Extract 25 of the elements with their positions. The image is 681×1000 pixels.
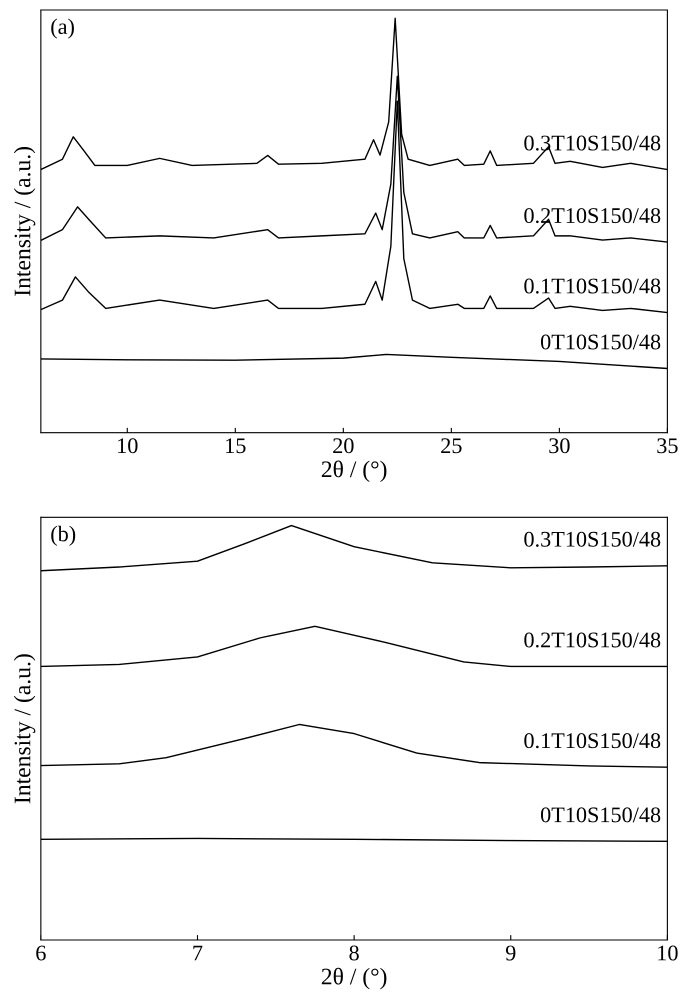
x-tick-label: 20 (333, 438, 354, 454)
chart-title: (a) (51, 18, 74, 39)
x-tick-label: 6 (36, 946, 46, 960)
series-label: 0.3T10S150/48 (524, 136, 660, 151)
x-axis-title: 2θ / (°) (322, 460, 386, 482)
x-tick-label: 10 (118, 438, 138, 454)
series-label: 0T10S150/48 (540, 807, 660, 822)
x-tick-label: 8 (349, 946, 359, 960)
x-tick-label: 10 (658, 946, 678, 960)
x-tick-label: 9 (506, 946, 516, 960)
x-axis-title: 2θ / (°) (322, 968, 386, 990)
x-tick-label: 7 (193, 946, 202, 960)
x-tick-label: 30 (549, 438, 570, 454)
chart-title: (b) (51, 526, 76, 546)
series-label: 0.2T10S150/48 (524, 208, 660, 224)
series-label: 0.2T10S150/48 (524, 632, 660, 648)
series-label: 0.3T10S150/48 (524, 532, 660, 547)
x-tick-label: 35 (657, 438, 678, 454)
y-axis-title: Intensity / (a.u.) (14, 654, 36, 804)
series-label: 0.1T10S150/48 (524, 278, 660, 294)
series-label: 0.1T10S150/48 (524, 733, 660, 748)
series-label: 0T10S150/48 (540, 334, 660, 350)
y-axis-title: Intensity / (a.u.) (14, 146, 36, 296)
x-tick-label: 25 (441, 438, 462, 454)
x-tick-label: 15 (226, 438, 246, 454)
